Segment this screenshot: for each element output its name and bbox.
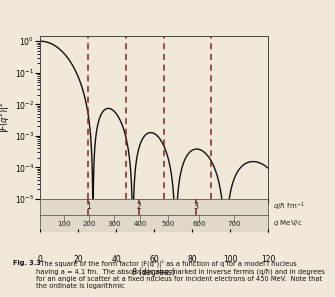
Y-axis label: $|F(q^2)|^2$: $|F(q^2)|^2$ [0, 101, 12, 133]
Text: 200: 200 [82, 221, 95, 227]
Text: 700: 700 [227, 221, 241, 227]
Text: 100: 100 [58, 221, 71, 227]
Text: The square of the form factor |F(q²)|¹ as a function of q for a model I nucleus
: The square of the form factor |F(q²)|¹ a… [36, 260, 325, 289]
Text: $q/\hbar\ \mathrm{fm}^{-1}$: $q/\hbar\ \mathrm{fm}^{-1}$ [273, 201, 305, 213]
Text: 400: 400 [134, 221, 147, 227]
Text: 300: 300 [108, 221, 121, 227]
Text: Fig. 3.3: Fig. 3.3 [13, 260, 41, 266]
Text: 500: 500 [162, 221, 175, 227]
Text: 2: 2 [137, 202, 141, 211]
Text: 600: 600 [192, 221, 206, 227]
Text: 1: 1 [86, 202, 91, 211]
Text: 3: 3 [194, 202, 199, 211]
Text: $q\ \mathrm{MeV/c}$: $q\ \mathrm{MeV/c}$ [273, 219, 302, 228]
X-axis label: $\theta$ (degrees): $\theta$ (degrees) [131, 266, 177, 279]
